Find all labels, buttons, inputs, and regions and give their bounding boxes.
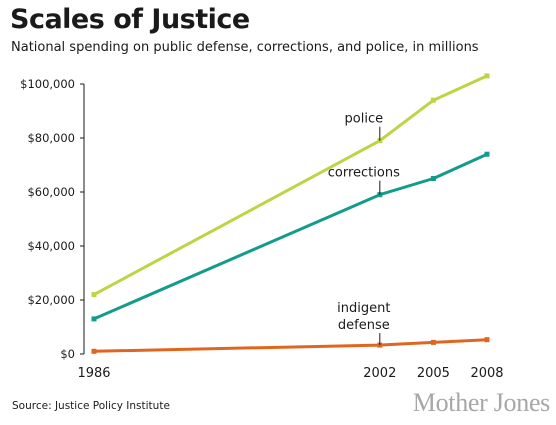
chart-title: Scales of Justice: [10, 4, 250, 35]
y-tick-label: $60,000: [27, 185, 75, 199]
data-point: [484, 337, 490, 343]
y-tick-label: $40,000: [27, 239, 75, 253]
data-point: [91, 348, 97, 354]
source-note: Source: Justice Policy Institute: [12, 400, 170, 412]
data-point: [430, 339, 436, 345]
series-label: defense: [338, 318, 390, 333]
series-label: corrections: [328, 166, 400, 181]
y-tick-label: $80,000: [27, 131, 75, 145]
data-point: [430, 176, 436, 181]
data-point: [430, 97, 436, 103]
y-tick-label: $20,000: [27, 293, 75, 307]
y-axis: $0 $20,000 $40,000 $60,000 $80,000 $100,000: [20, 77, 85, 361]
mother-jones-logo: Mother Jones: [412, 388, 551, 417]
series-line: [93, 152, 488, 321]
x-tick-label: 1986: [77, 366, 110, 381]
y-tick-label: $100,000: [20, 77, 75, 91]
data-point: [484, 73, 490, 79]
series-annotations: police corrections indigent defense: [328, 112, 400, 346]
data-point: [484, 151, 490, 157]
series-label: indigent: [337, 301, 390, 316]
data-point: [91, 292, 97, 298]
series-line: [93, 74, 488, 296]
x-tick-label: 2008: [470, 366, 503, 381]
x-tick-label: 2005: [417, 366, 450, 381]
data-point: [91, 316, 97, 322]
y-tick-label: $0: [60, 347, 75, 361]
x-axis: 1986 2002 2005 2008: [77, 366, 503, 381]
series-label: police: [345, 112, 384, 127]
x-tick-label: 2002: [363, 366, 396, 381]
chart-subtitle: National spending on public defense, cor…: [11, 40, 479, 55]
series-layer: [91, 73, 490, 354]
series-line: [93, 338, 488, 353]
